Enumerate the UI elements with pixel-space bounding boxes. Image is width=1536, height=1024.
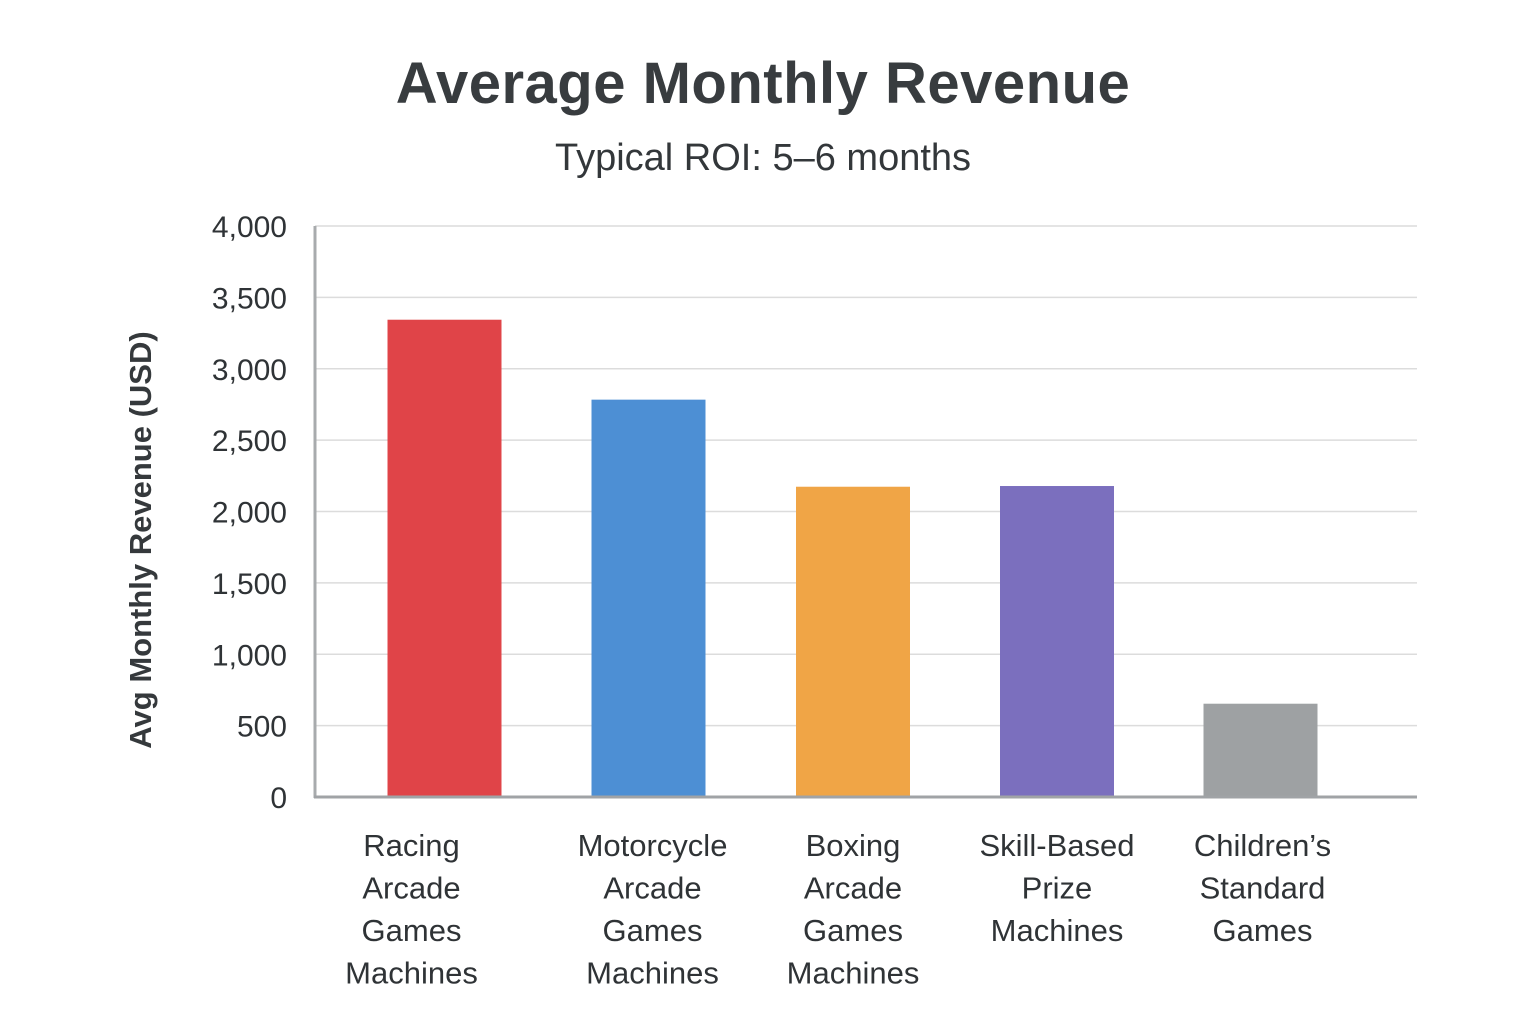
y-tick-labels: 0 500 1,000 1,500 2,000 2,500 3,000 3,500 4,000 <box>212 211 287 815</box>
x-tick-label-line: Children’s <box>1194 828 1331 863</box>
bar <box>1203 703 1318 798</box>
x-tick-label-line: Games <box>1213 913 1313 948</box>
bar <box>1000 486 1114 798</box>
y-tick-label: 500 <box>237 711 287 744</box>
x-tick-label-line: Arcade <box>603 871 701 906</box>
y-axis-label: Avg Monthly Revenue (USD) <box>123 331 158 748</box>
x-tick-label-line: Skill-Based <box>979 828 1134 863</box>
y-tick-label: 3,000 <box>212 354 287 387</box>
x-tick-label-line: Machines <box>586 956 719 991</box>
x-tick-label-line: Machines <box>787 956 920 991</box>
y-tick-label: 0 <box>270 782 287 815</box>
bar <box>796 486 910 798</box>
x-tick-label-line: Games <box>603 913 703 948</box>
x-tick-label-line: Motorcycle <box>578 828 728 863</box>
x-tick-label-line: Games <box>803 913 903 948</box>
x-tick-label: Skill-Based Prize Machines <box>979 828 1134 948</box>
y-tick-label: 3,500 <box>212 282 287 315</box>
chart-title: Average Monthly Revenue <box>395 51 1131 116</box>
axes <box>313 226 1417 799</box>
y-tick-label: 1,000 <box>212 639 287 672</box>
y-tick-label: 2,000 <box>212 497 287 530</box>
chart-subtitle: Typical ROI: 5–6 months <box>554 137 972 179</box>
x-tick-label-line: Machines <box>991 913 1124 948</box>
x-tick-label-line: Arcade <box>362 871 460 906</box>
x-tick-label-line: Machines <box>345 956 478 991</box>
y-tick-label: 1,500 <box>212 568 287 601</box>
x-tick-label-line: Standard <box>1200 871 1326 906</box>
x-tick-label: Boxing Arcade Games Machines <box>787 828 920 991</box>
x-tick-label-line: Games <box>362 913 462 948</box>
x-tick-label-line: Prize <box>1022 871 1093 906</box>
bar <box>591 399 706 798</box>
x-tick-labels: Racing Arcade Games Machines Motorcycle Arcad… <box>345 828 1331 991</box>
y-tick-label: 2,500 <box>212 425 287 458</box>
x-tick-label-line: Arcade <box>804 871 902 906</box>
bar <box>387 319 502 798</box>
bars <box>387 319 1318 798</box>
x-tick-label: Children’s Standard Games <box>1194 828 1331 948</box>
x-tick-label-line: Racing <box>363 828 460 863</box>
y-tick-label: 4,000 <box>212 211 287 244</box>
x-tick-label: Racing Arcade Games Machines <box>345 828 478 991</box>
x-tick-label: Motorcycle Arcade Games Machines <box>578 828 728 991</box>
x-tick-label-line: Boxing <box>806 828 901 863</box>
